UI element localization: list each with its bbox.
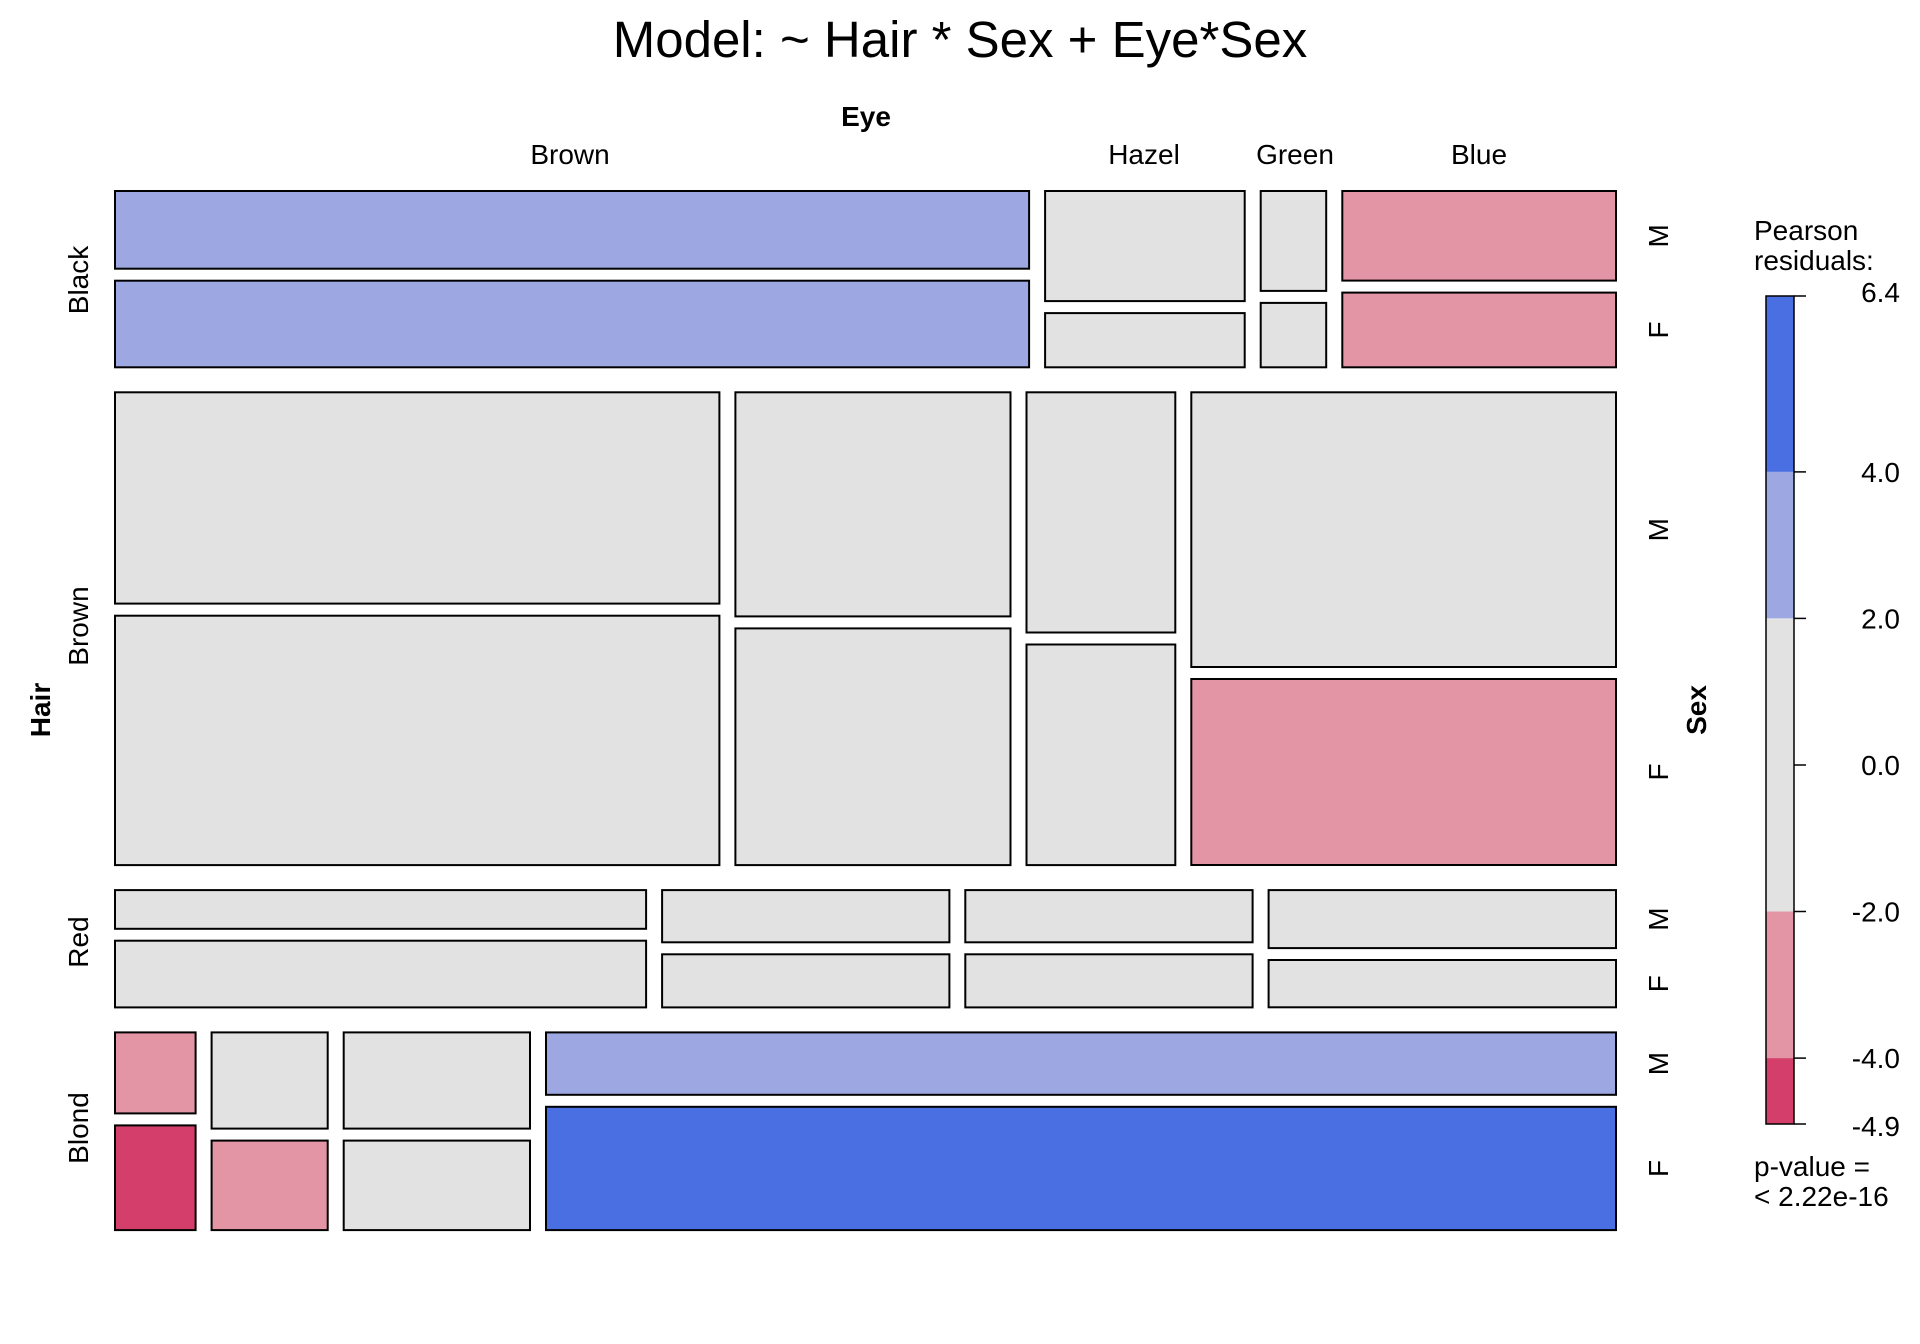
sex-label-blond-f: F	[1643, 1160, 1674, 1177]
tile-black-hazel-m	[1044, 190, 1246, 303]
tile-blond-hazel-f	[342, 1139, 532, 1232]
legend-tick-label-3: 0.0	[1861, 750, 1900, 781]
tile-black-brown-f	[114, 279, 1031, 369]
hair-label-black: Black	[63, 245, 94, 314]
tile-blond-blue-m	[545, 1031, 1617, 1096]
tile-red-blue-m	[1267, 889, 1617, 950]
tile-red-hazel-f	[661, 953, 951, 1009]
tile-brown-blue-m	[1190, 391, 1618, 668]
pvalue-line1: p-value =	[1754, 1151, 1870, 1182]
tile-red-green-m	[964, 889, 1254, 944]
eye-axis-title: Eye	[841, 101, 891, 132]
legend-tick-label-5: -4.0	[1852, 1043, 1900, 1074]
legend-tick-label-1: 4.0	[1861, 457, 1900, 488]
legend-title-line2: residuals:	[1754, 245, 1874, 276]
sex-label-red-f: F	[1643, 975, 1674, 992]
eye-label-hazel: Hazel	[1108, 139, 1180, 170]
tile-brown-blue-f	[1190, 678, 1618, 866]
sex-axis-title: Sex	[1681, 685, 1712, 735]
tile-red-hazel-m	[661, 889, 951, 944]
residual-legend: 6.4 4.0 2.0 0.0 -2.0 -4.0 -4.9	[1765, 277, 1900, 1142]
pvalue-line2: < 2.22e-16	[1754, 1181, 1889, 1212]
sex-label-black-f: F	[1643, 321, 1674, 338]
tile-red-green-f	[964, 953, 1254, 1009]
sex-label-brown-f: F	[1643, 763, 1674, 780]
legend-band-2	[1766, 618, 1794, 912]
eye-label-green: Green	[1256, 139, 1334, 170]
hair-label-blond: Blond	[63, 1092, 94, 1164]
tile-red-brown-f	[114, 939, 648, 1009]
tile-red-blue-f	[1267, 959, 1617, 1009]
sex-label-brown-m: M	[1643, 518, 1674, 541]
tile-blond-blue-f	[545, 1105, 1617, 1232]
tile-blond-brown-f	[114, 1124, 197, 1232]
legend-tick-label-4: -2.0	[1852, 897, 1900, 928]
legend-band-3	[1766, 911, 1794, 1058]
legend-title-line1: Pearson	[1754, 215, 1858, 246]
tile-red-brown-m	[114, 889, 648, 930]
mosaic-tiles	[114, 190, 1618, 1232]
tile-black-green-f	[1259, 301, 1328, 369]
tile-black-blue-f	[1341, 291, 1618, 369]
tile-brown-brown-f	[114, 614, 721, 867]
legend-tick-label-2: 2.0	[1861, 603, 1900, 634]
eye-label-blue: Blue	[1451, 139, 1507, 170]
legend-band-4	[1766, 1058, 1794, 1124]
tile-black-hazel-f	[1044, 312, 1246, 369]
tile-black-brown-m	[114, 190, 1031, 270]
legend-tick-label-6: -4.9	[1852, 1111, 1900, 1142]
tile-brown-brown-m	[114, 391, 721, 605]
eye-label-brown: Brown	[530, 139, 609, 170]
sex-label-blond-m: M	[1643, 1052, 1674, 1075]
hair-axis-title: Hair	[25, 683, 56, 738]
hair-label-brown: Brown	[63, 586, 94, 665]
chart-title: Model: ~ Hair * Sex + Eye*Sex	[613, 11, 1308, 68]
tile-blond-hazel-m	[342, 1031, 532, 1130]
tile-blond-green-m	[210, 1031, 329, 1130]
legend-tick-label-0: 6.4	[1861, 277, 1900, 308]
tile-blond-green-f	[210, 1139, 329, 1232]
tile-black-green-m	[1259, 190, 1328, 292]
legend-frame	[1765, 295, 1795, 1125]
sex-label-black-m: M	[1643, 224, 1674, 247]
tile-brown-green-f	[1025, 643, 1177, 867]
hair-label-red: Red	[63, 916, 94, 967]
sex-label-red-m: M	[1643, 907, 1674, 930]
tile-brown-green-m	[1025, 391, 1177, 634]
tile-brown-hazel-m	[734, 391, 1012, 618]
tile-brown-hazel-f	[734, 627, 1012, 867]
sex-labels: M F M F M F M F	[1643, 224, 1674, 1177]
legend-band-0	[1766, 296, 1794, 472]
tile-black-blue-m	[1341, 190, 1618, 282]
legend-band-1	[1766, 471, 1794, 619]
tile-blond-brown-m	[114, 1031, 197, 1115]
